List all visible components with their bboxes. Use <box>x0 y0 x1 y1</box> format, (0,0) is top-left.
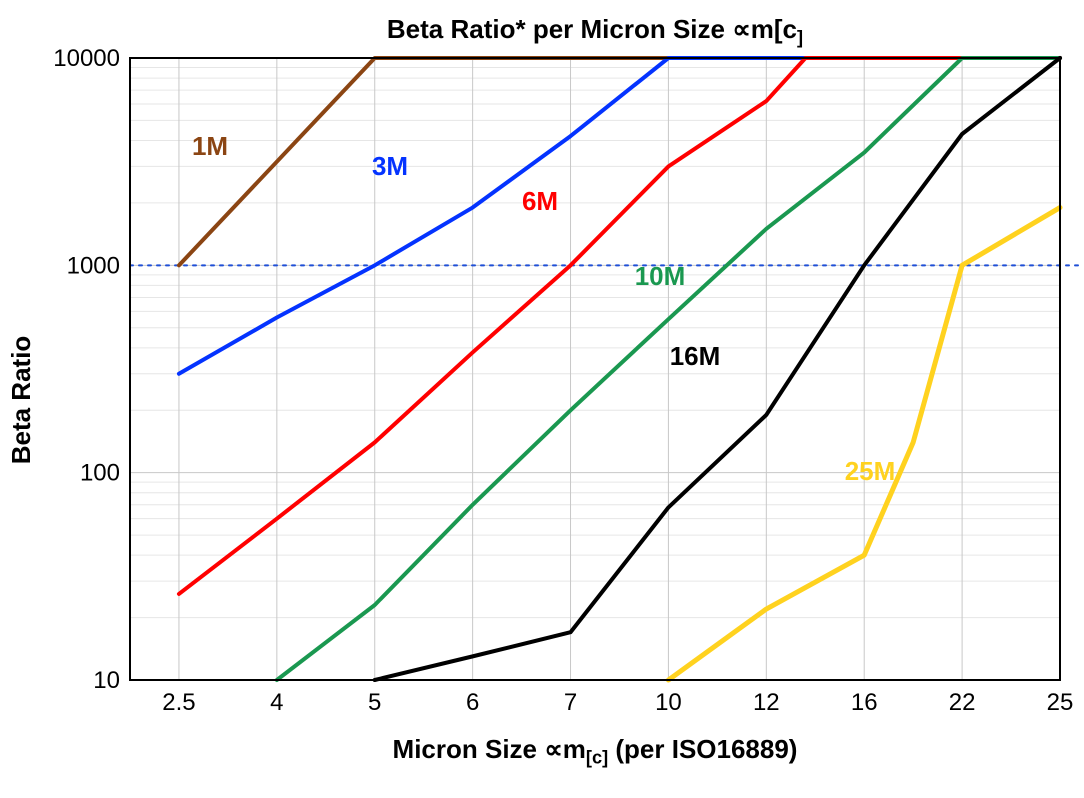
y-tick-label: 10000 <box>53 45 120 72</box>
x-tick-label: 7 <box>564 689 577 716</box>
x-tick-label: 10 <box>655 689 682 716</box>
series-group <box>179 58 1060 680</box>
y-tick-label: 100 <box>80 460 120 487</box>
y-tick-label: 1000 <box>67 252 120 279</box>
series-label-25M: 25M <box>845 456 896 486</box>
x-tick-label: 12 <box>753 689 780 716</box>
y-axis-label: Beta Ratio <box>6 336 36 465</box>
x-tick-label: 6 <box>466 689 479 716</box>
series-label-1M: 1M <box>192 131 228 161</box>
grid-x-major <box>179 58 1060 680</box>
x-tick-label: 16 <box>851 689 878 716</box>
series-label-6M: 6M <box>522 186 558 216</box>
beta-ratio-chart: 1M 3M 6M 10M 16M 25M 2.5 4 5 6 7 10 12 16 22 25 10 100 100… <box>0 0 1084 798</box>
series-label-10M: 10M <box>635 261 686 291</box>
x-tick-label: 2.5 <box>162 689 195 716</box>
x-tick-label: 5 <box>368 689 381 716</box>
series-6M <box>179 58 1060 594</box>
x-tick-label: 25 <box>1047 689 1074 716</box>
y-tick-label: 10 <box>93 667 120 694</box>
x-tick-label: 4 <box>270 689 283 716</box>
x-axis-label: Micron Size ∝m[c] (per ISO16889) <box>393 734 798 768</box>
grid-y-major <box>130 58 1060 680</box>
grid-y-minor <box>130 67 1060 617</box>
chart-title: Beta Ratio* per Micron Size ∝m[c] <box>387 14 803 48</box>
plot-border <box>130 58 1060 680</box>
series-label-3M: 3M <box>372 151 408 181</box>
x-tick-label: 22 <box>949 689 976 716</box>
chart-container: 1M 3M 6M 10M 16M 25M 2.5 4 5 6 7 10 12 16 22 25 10 100 100… <box>0 0 1084 798</box>
series-label-16M: 16M <box>670 341 721 371</box>
